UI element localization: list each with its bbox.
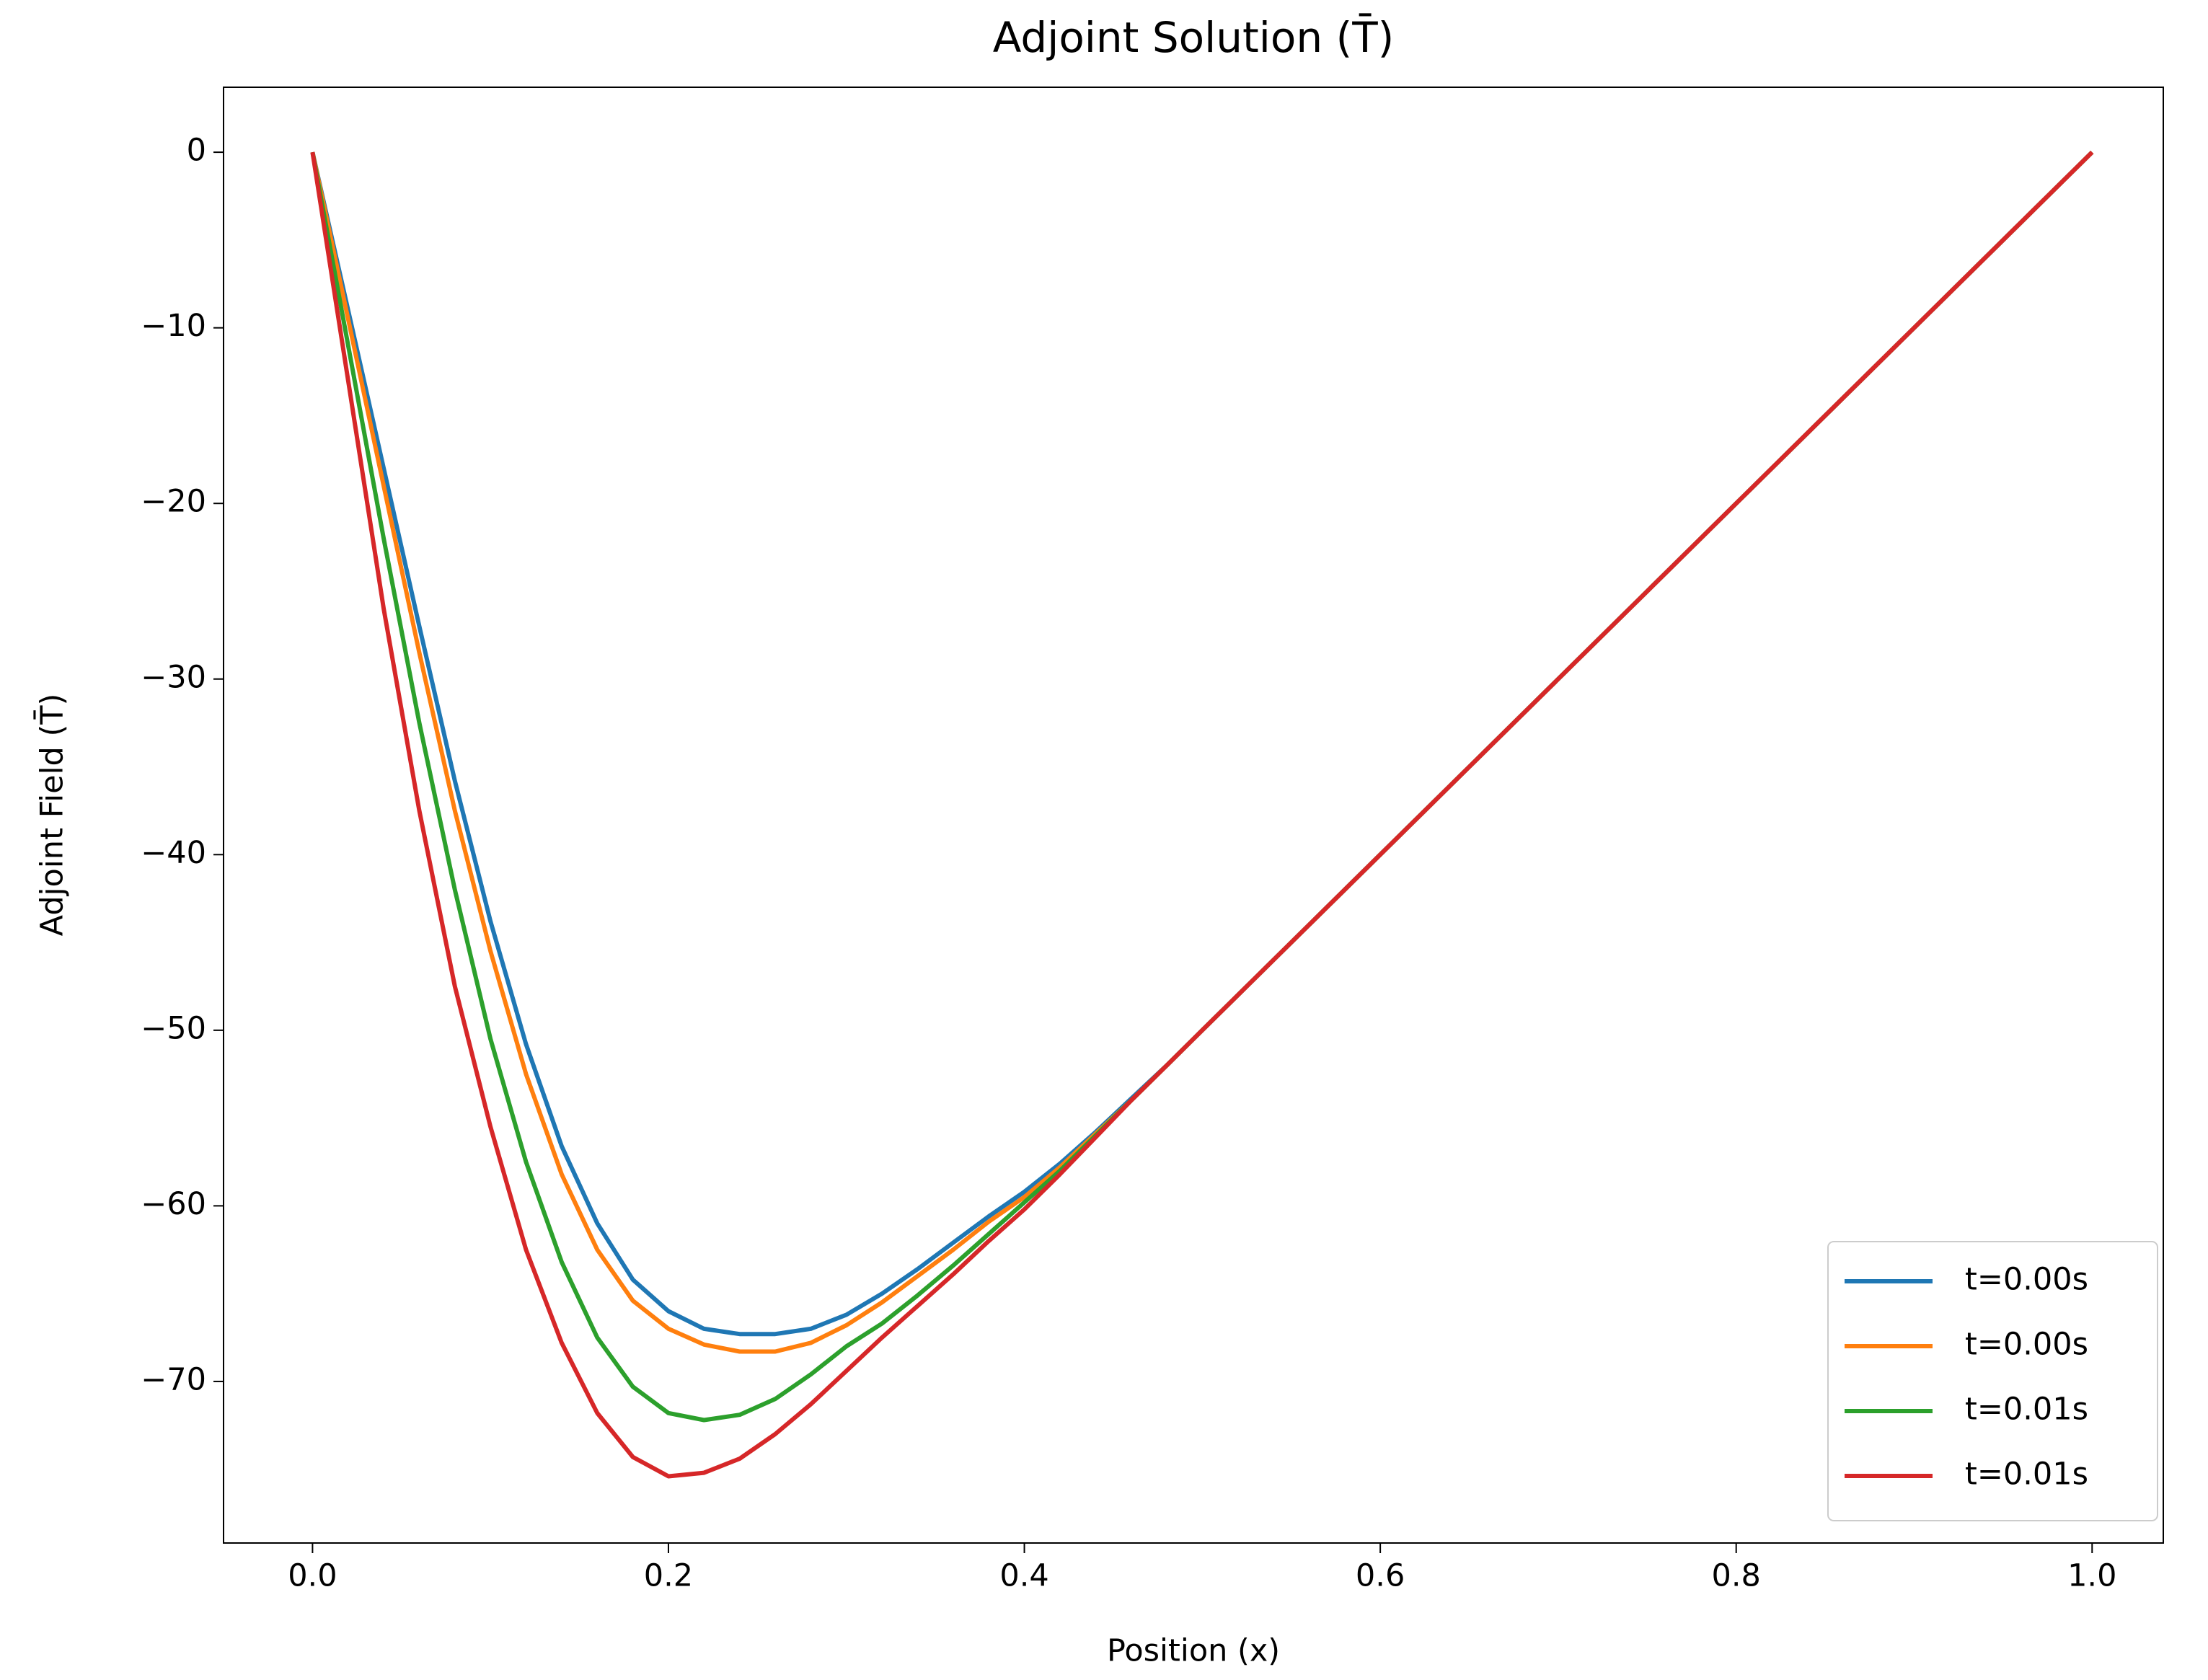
chart-title: Adjoint Solution (T̄)	[993, 12, 1395, 63]
x-axis-label: Position (x)	[1107, 1633, 1280, 1669]
y-tick-label: −20	[141, 484, 206, 520]
x-tick-label: 0.8	[1712, 1558, 1761, 1594]
legend-label: t=0.01s	[1965, 1392, 2088, 1428]
x-tick-label: 0.2	[644, 1558, 693, 1594]
line-series	[310, 150, 2094, 1479]
x-tick-label: 0.0	[288, 1558, 337, 1594]
line-series	[310, 150, 2094, 1354]
line-series	[310, 150, 2094, 1337]
line-series	[310, 150, 2094, 1423]
legend-box	[1827, 1241, 2158, 1521]
x-tick-label: 1.0	[2067, 1558, 2116, 1594]
legend-label: t=0.00s	[1965, 1262, 2088, 1298]
x-tick-label: 0.6	[1356, 1558, 1405, 1594]
legend-label: t=0.01s	[1965, 1456, 2088, 1493]
legend-label: t=0.00s	[1965, 1327, 2088, 1363]
y-tick-label: 0	[187, 133, 206, 169]
y-tick-label: −10	[141, 308, 206, 344]
x-tick-label: 0.4	[999, 1558, 1048, 1594]
y-tick-label: −70	[141, 1361, 206, 1397]
y-tick-label: −50	[141, 1010, 206, 1046]
y-tick-label: −60	[141, 1186, 206, 1222]
y-axis-label: Adjoint Field (T̄)	[33, 694, 71, 937]
plot-frame	[223, 87, 2164, 1544]
y-tick-label: −40	[141, 835, 206, 871]
y-tick-label: −30	[141, 659, 206, 695]
